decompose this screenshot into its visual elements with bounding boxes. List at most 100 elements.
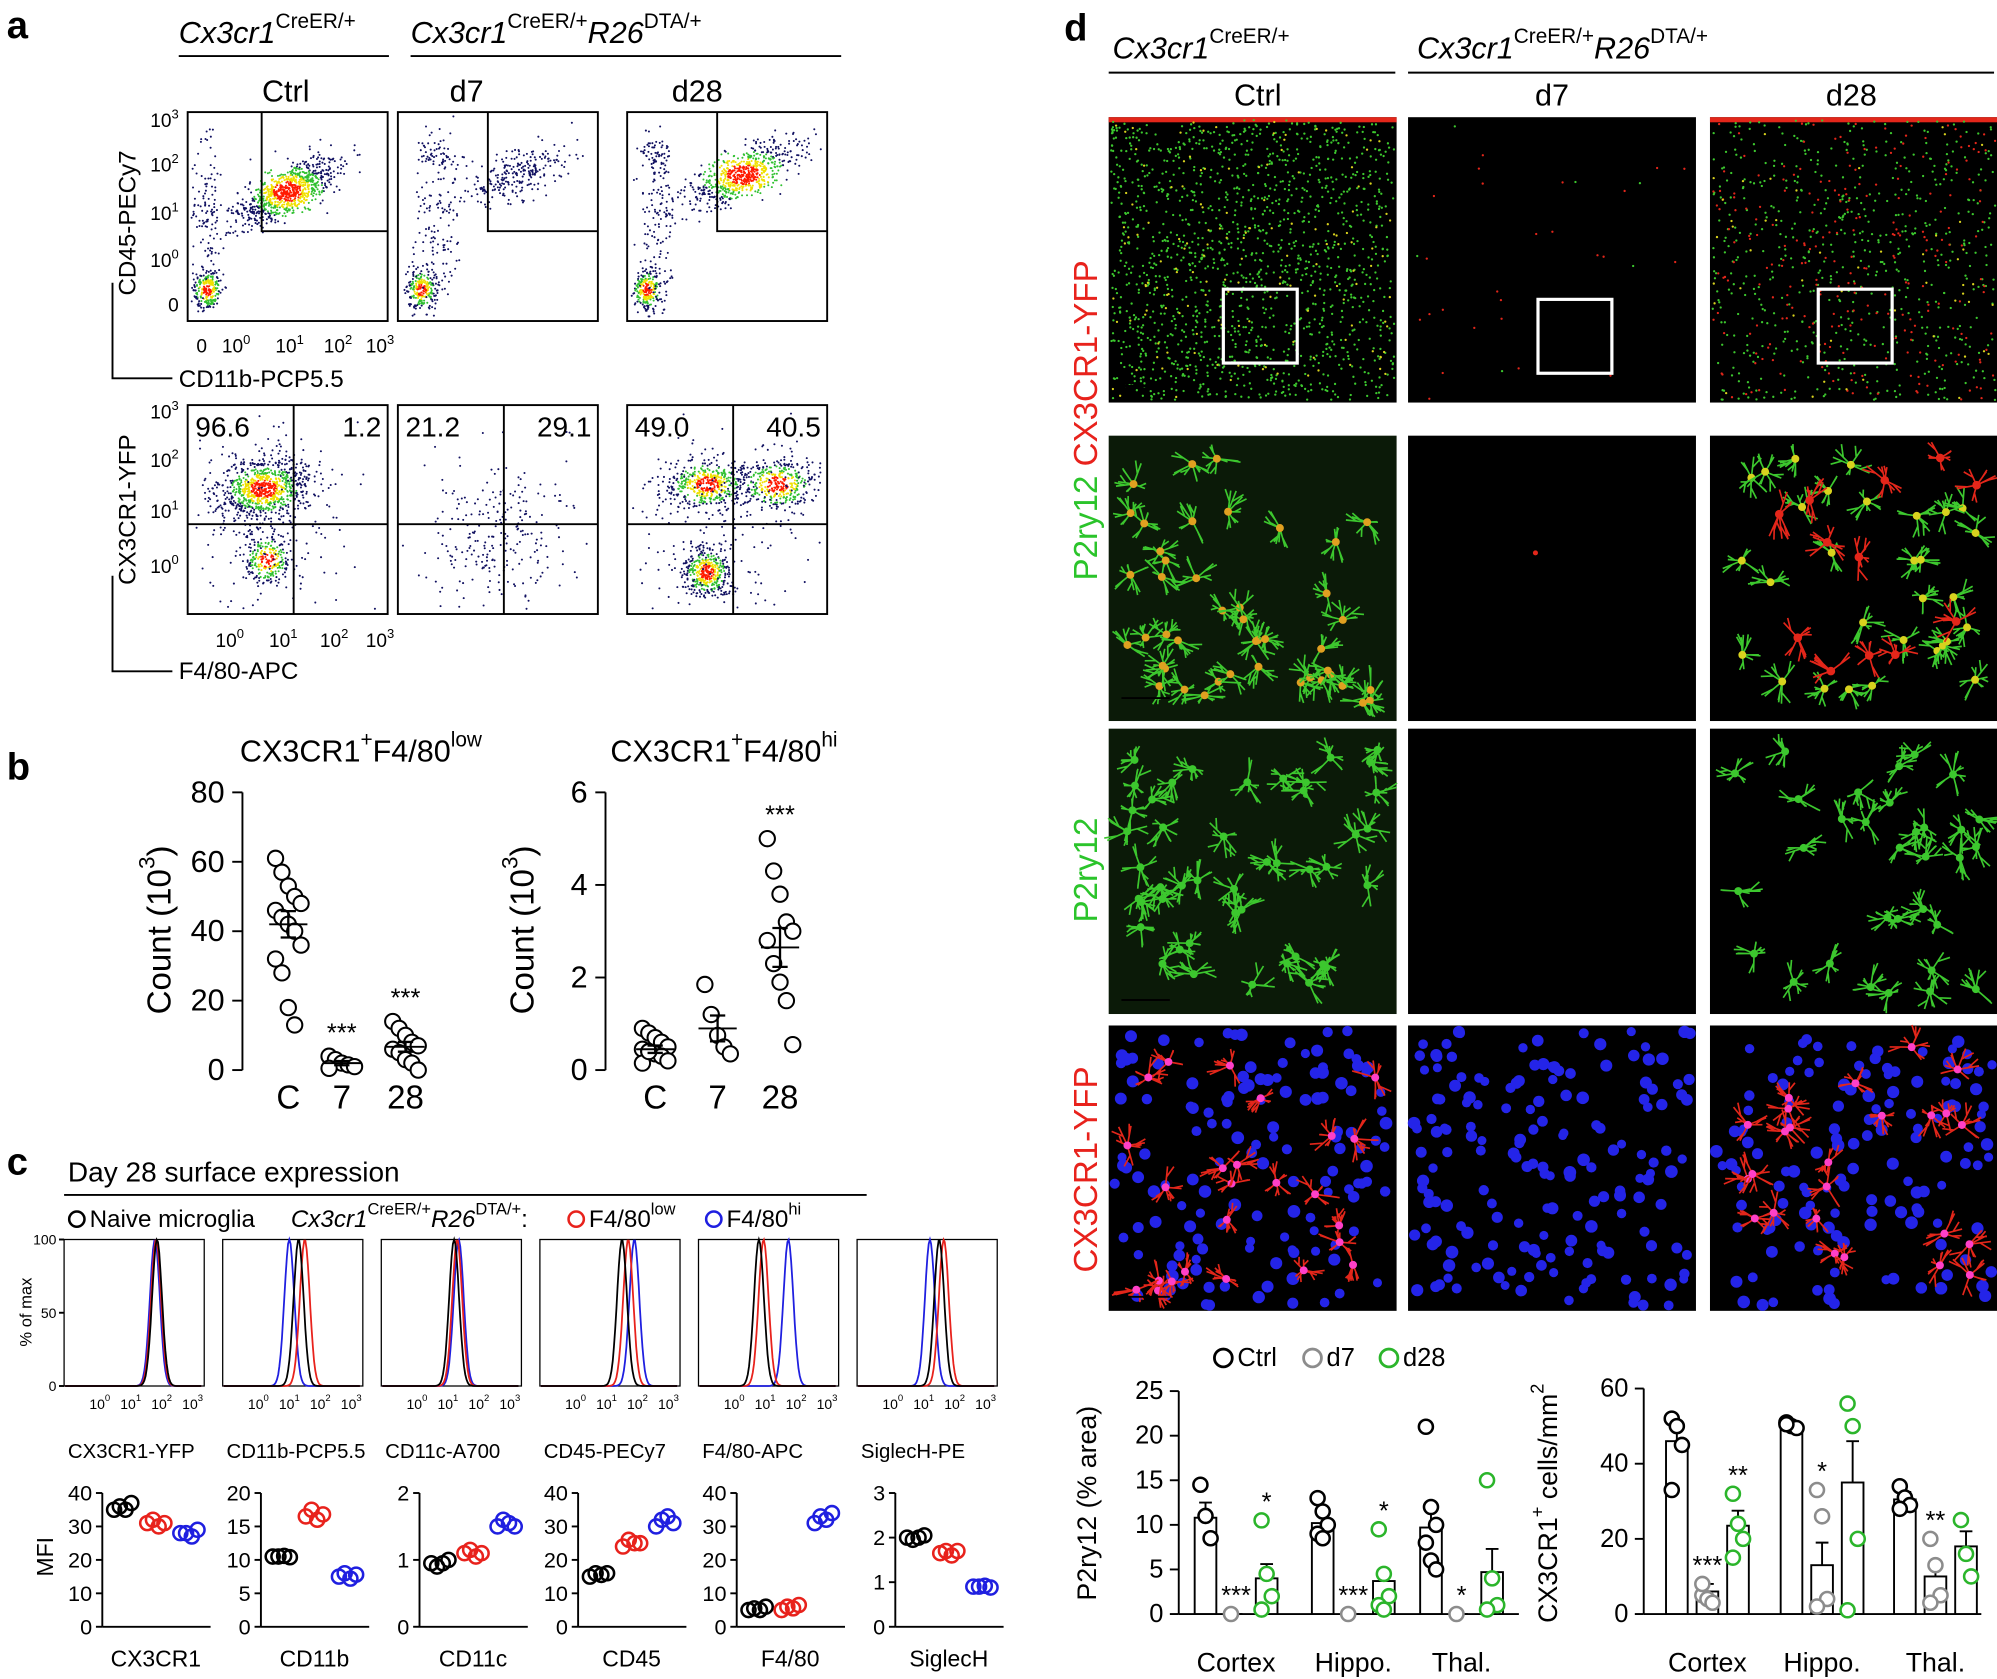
event-dot [635,288,638,291]
event-dot [770,155,773,158]
event-dot [204,204,207,207]
event-dot [288,468,291,471]
event-dot [261,530,264,533]
event-dot [431,278,434,281]
event-dot [441,162,444,165]
event-dot [733,487,736,490]
event-dot [453,196,456,199]
event-dot [251,210,254,213]
event-dot [289,549,292,552]
event-dot [286,498,289,501]
event-dot [544,150,547,153]
event-dot [224,286,228,289]
event-dot [719,189,722,192]
event-dot [691,484,694,488]
event-dot [501,158,504,161]
event-dot [669,269,672,272]
event-dot [518,562,521,565]
event-dot [640,281,643,284]
event-dot [699,197,702,200]
event-dot [260,542,263,545]
event-dot [755,140,758,143]
event-dot [769,158,772,161]
event-dot [702,173,705,176]
event-dot [496,510,499,513]
event-dot [747,153,750,156]
event-dot [658,256,661,259]
event-dot [282,194,285,197]
event-dot [235,221,238,224]
event-dot [421,302,424,305]
event-dot [437,531,440,535]
event-dot [778,158,781,161]
event-dot [211,289,214,292]
event-dot [299,193,302,196]
event-dot [274,572,277,575]
event-dot [262,470,265,473]
event-dot [485,564,488,567]
event-dot [567,172,570,175]
event-dot [650,192,653,195]
event-dot [245,201,248,204]
event-dot [434,302,437,305]
event-dot [773,163,776,166]
event-dot [272,185,275,189]
event-dot [513,583,516,586]
event-dot [281,573,284,576]
event-dot [424,160,427,163]
event-dot [301,556,304,559]
event-dot [659,285,662,288]
event-dot [253,549,256,552]
event-dot [245,577,248,580]
flow-plot [186,404,389,615]
event-dot [478,513,481,516]
event-dot [520,161,523,164]
event-dot [717,467,720,470]
event-dot [706,486,709,489]
event-dot [487,516,490,519]
event-dot [495,159,498,162]
event-dot [692,188,695,191]
event-dot [278,206,281,209]
event-dot [539,575,542,578]
event-dot [277,581,280,584]
event-dot [725,477,728,480]
event-dot [430,131,433,134]
event-dot [553,143,556,146]
event-dot [277,484,281,487]
event-dot [209,275,212,278]
event-dot [228,455,231,458]
event-dot [686,481,689,484]
event-dot [523,513,526,516]
event-dot [777,145,780,148]
event-dot [752,147,755,150]
event-dot [320,191,323,194]
event-dot [418,282,421,285]
event-dot [418,277,421,281]
event-dot [205,185,208,188]
event-dot [233,486,236,489]
event-dot [426,268,429,271]
event-dot [412,282,415,285]
event-dot [737,479,740,482]
event-dot [201,567,204,570]
event-dot [697,511,700,514]
event-dot [214,283,217,286]
event-dot [779,192,782,196]
event-dot [537,135,540,138]
event-dot [775,154,778,157]
event-dot [724,188,727,191]
event-dot [192,289,195,292]
event-dot [271,192,274,195]
event-dot [289,487,292,490]
event-dot [202,197,205,200]
event-dot [407,290,410,293]
event-dot [251,604,254,607]
event-dot [310,187,313,190]
event-dot [651,142,654,145]
event-dot [317,495,320,498]
event-dot [645,268,648,271]
event-dot [504,180,508,183]
event-dot [734,176,737,179]
event-dot [436,251,439,254]
